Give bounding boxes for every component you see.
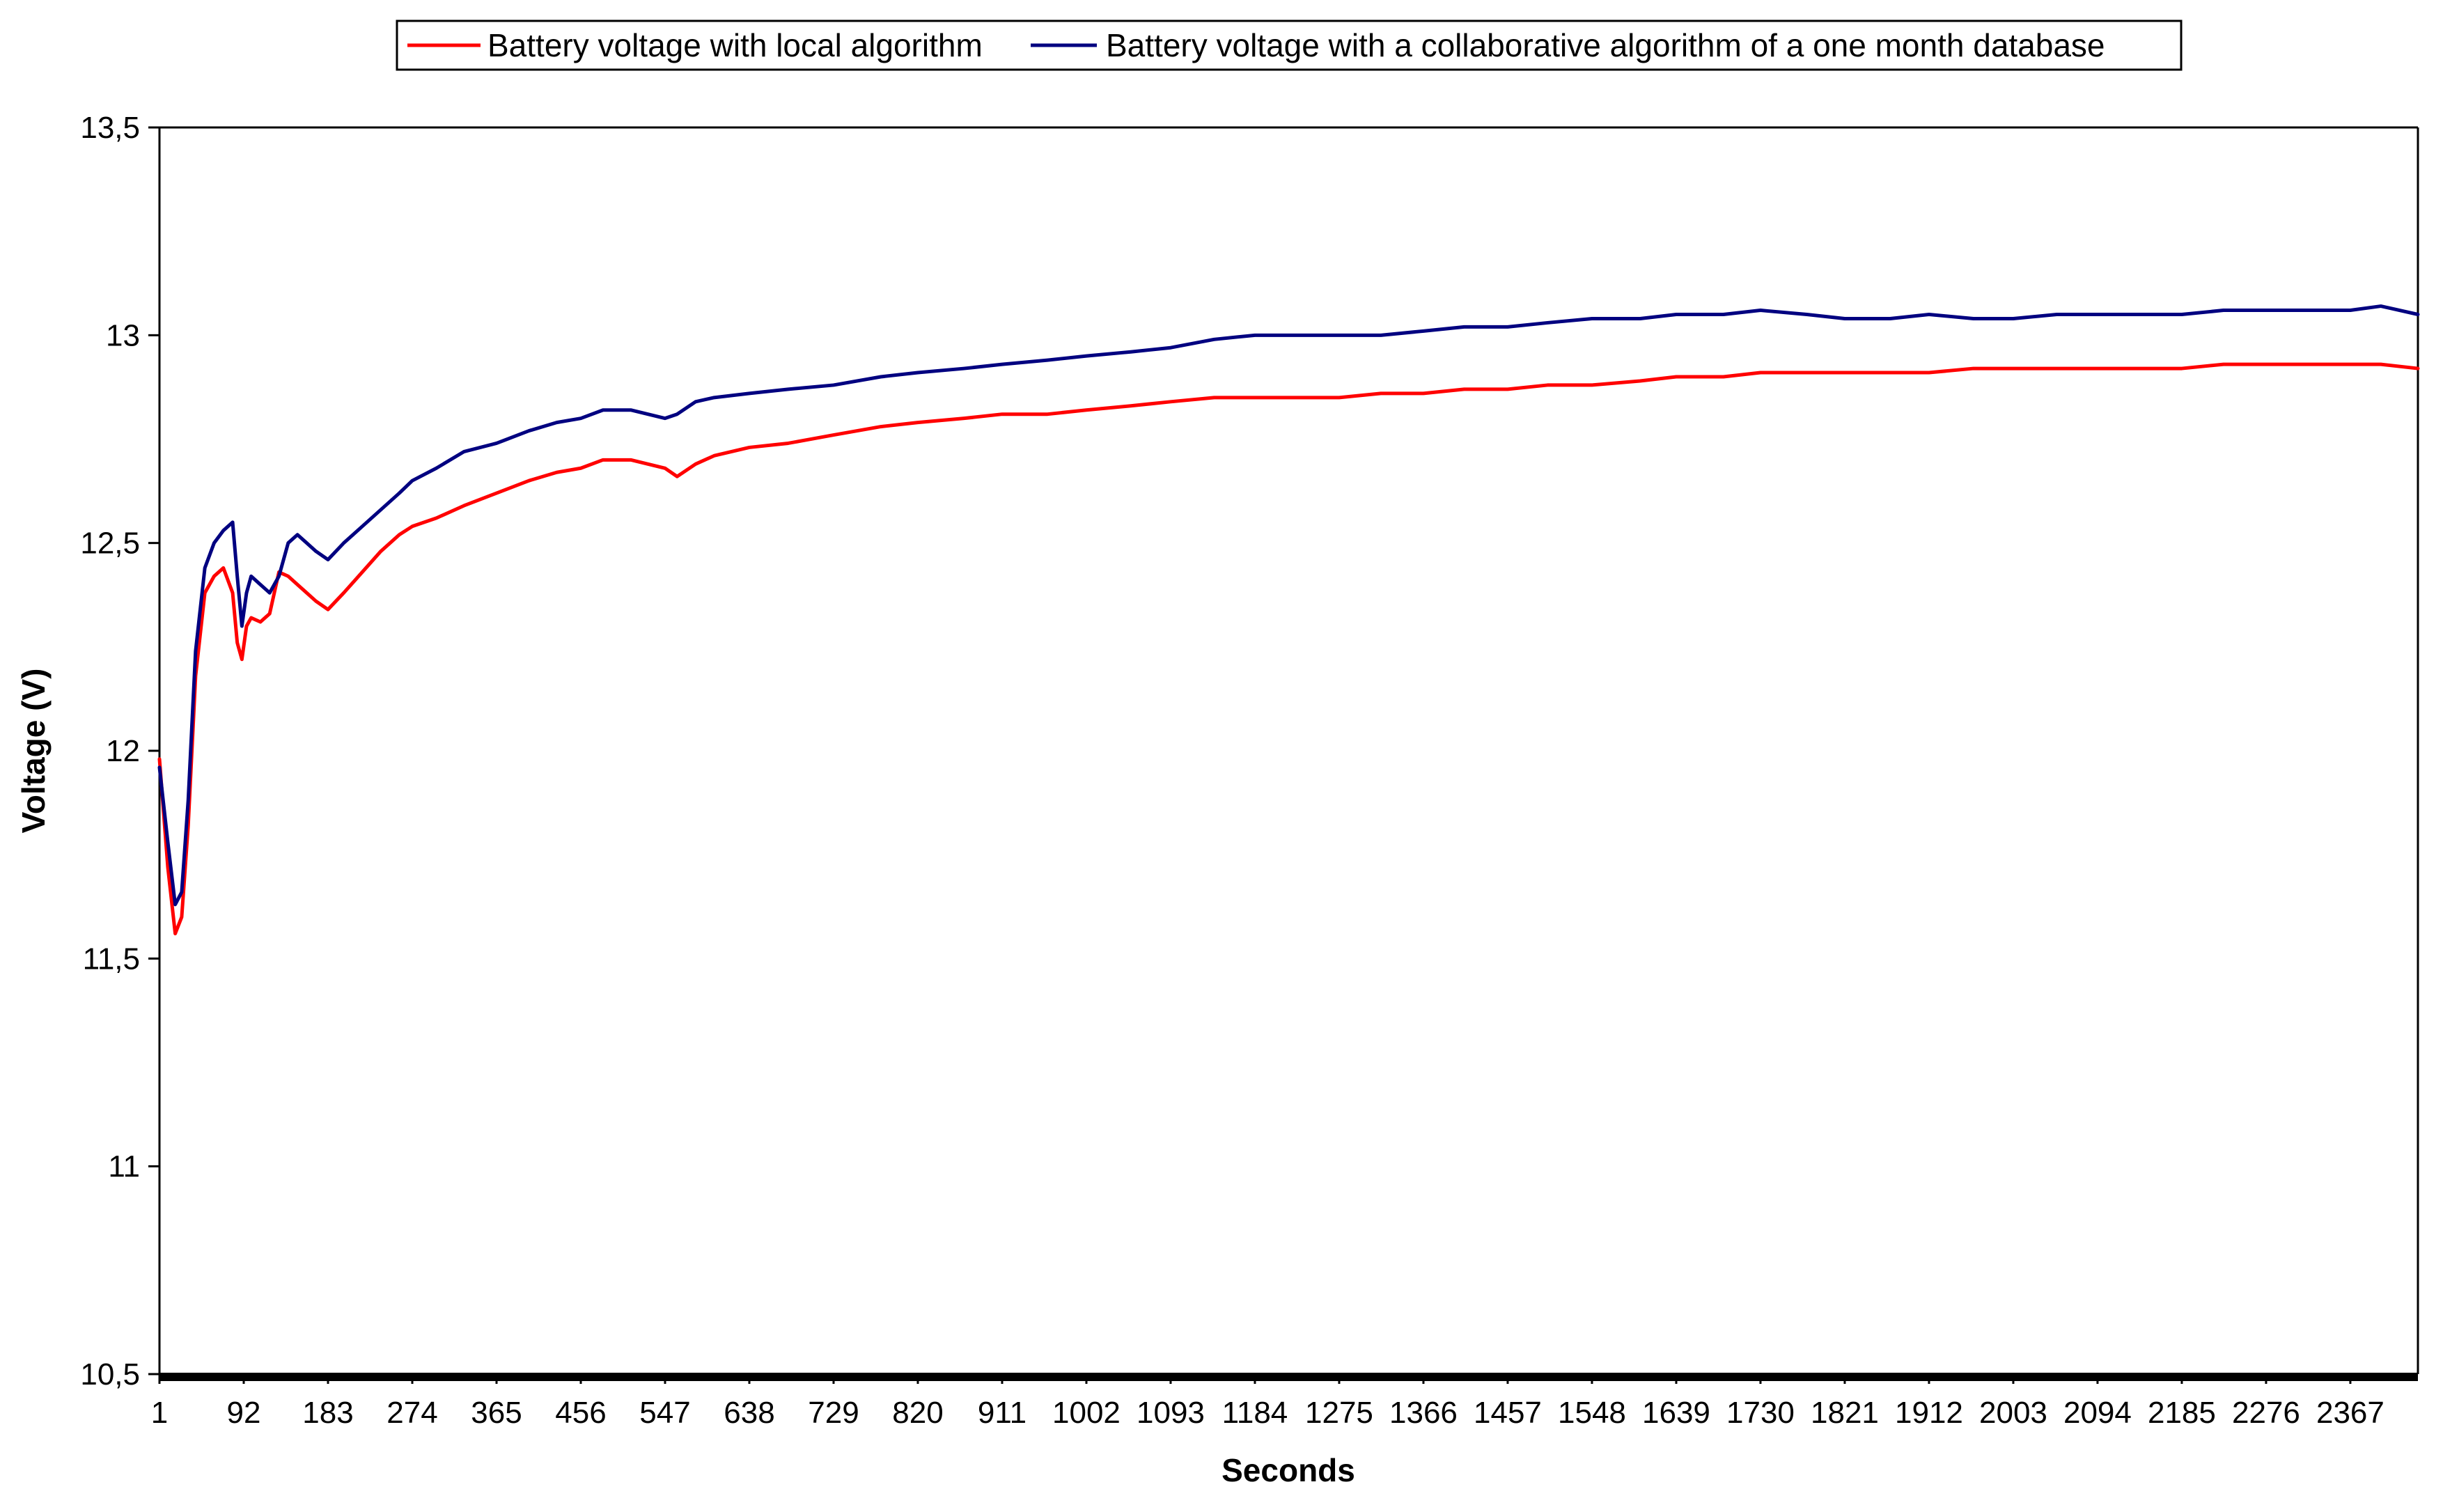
x-tick-label: 1639	[1642, 1396, 1710, 1430]
x-tick-label: 183	[302, 1396, 353, 1430]
x-tick-label: 2367	[2316, 1396, 2385, 1430]
y-tick-label: 12,5	[80, 527, 140, 561]
x-tick-label: 1366	[1389, 1396, 1458, 1430]
x-axis-dense-ticks	[159, 1373, 2418, 1381]
series-group	[157, 304, 2420, 936]
x-tick-label: 1	[151, 1396, 168, 1430]
x-tick-label: 911	[978, 1396, 1027, 1430]
x-tick-label: 1002	[1052, 1396, 1121, 1430]
x-tick-label: 456	[555, 1396, 606, 1430]
y-axis: 10,5 11 11,5 12 12,5 13 13,5	[80, 111, 159, 1392]
x-axis-title: Seconds	[1222, 1452, 1355, 1488]
legend-box	[396, 20, 2183, 71]
y-tick-label: 10,5	[80, 1357, 140, 1392]
x-tick-label: 1184	[1222, 1396, 1288, 1430]
x-tick-label: 1730	[1726, 1396, 1795, 1430]
x-tick-label: 1912	[1895, 1396, 1963, 1430]
legend-label-collaborative: Battery voltage with a collaborative alg…	[1106, 27, 2105, 63]
x-tick-label: 547	[639, 1396, 690, 1430]
x-tick-label: 365	[471, 1396, 522, 1430]
plot-area	[158, 126, 2419, 1381]
x-tick-label: 1821	[1811, 1396, 1879, 1430]
y-tick-label: 11,5	[83, 942, 140, 976]
x-tick-label: 1275	[1305, 1396, 1373, 1430]
x-tick-label: 638	[724, 1396, 774, 1430]
x-tick-label: 729	[808, 1396, 859, 1430]
x-tick-label: 1093	[1137, 1396, 1205, 1430]
x-tick-label: 274	[387, 1396, 437, 1430]
legend-label-local: Battery voltage with local algorithm	[487, 27, 983, 63]
x-tick-label: 2003	[1979, 1396, 2047, 1430]
series-line-collaborative	[157, 304, 2420, 907]
y-tick-label: 12	[106, 734, 140, 768]
x-tick-label: 92	[227, 1396, 261, 1430]
y-tick-label: 13	[106, 318, 140, 352]
y-axis-title: Voltage (V)	[15, 669, 52, 834]
x-axis: 1 92 183 274 365 456 547 638 729 820 911 1002 1093 11…	[151, 1374, 2385, 1430]
series-line-local	[157, 362, 2420, 936]
y-tick-label: 13,5	[80, 111, 140, 145]
x-tick-label: 820	[892, 1396, 943, 1430]
y-tick-label: 11	[108, 1150, 140, 1184]
legend: Battery voltage with local algorithm Bat…	[396, 20, 2183, 71]
x-tick-label: 2276	[2232, 1396, 2300, 1430]
x-tick-label: 2094	[2063, 1396, 2132, 1430]
x-tick-label: 1457	[1474, 1396, 1542, 1430]
x-tick-label: 1548	[1558, 1396, 1626, 1430]
x-tick-label: 2185	[2148, 1396, 2216, 1430]
